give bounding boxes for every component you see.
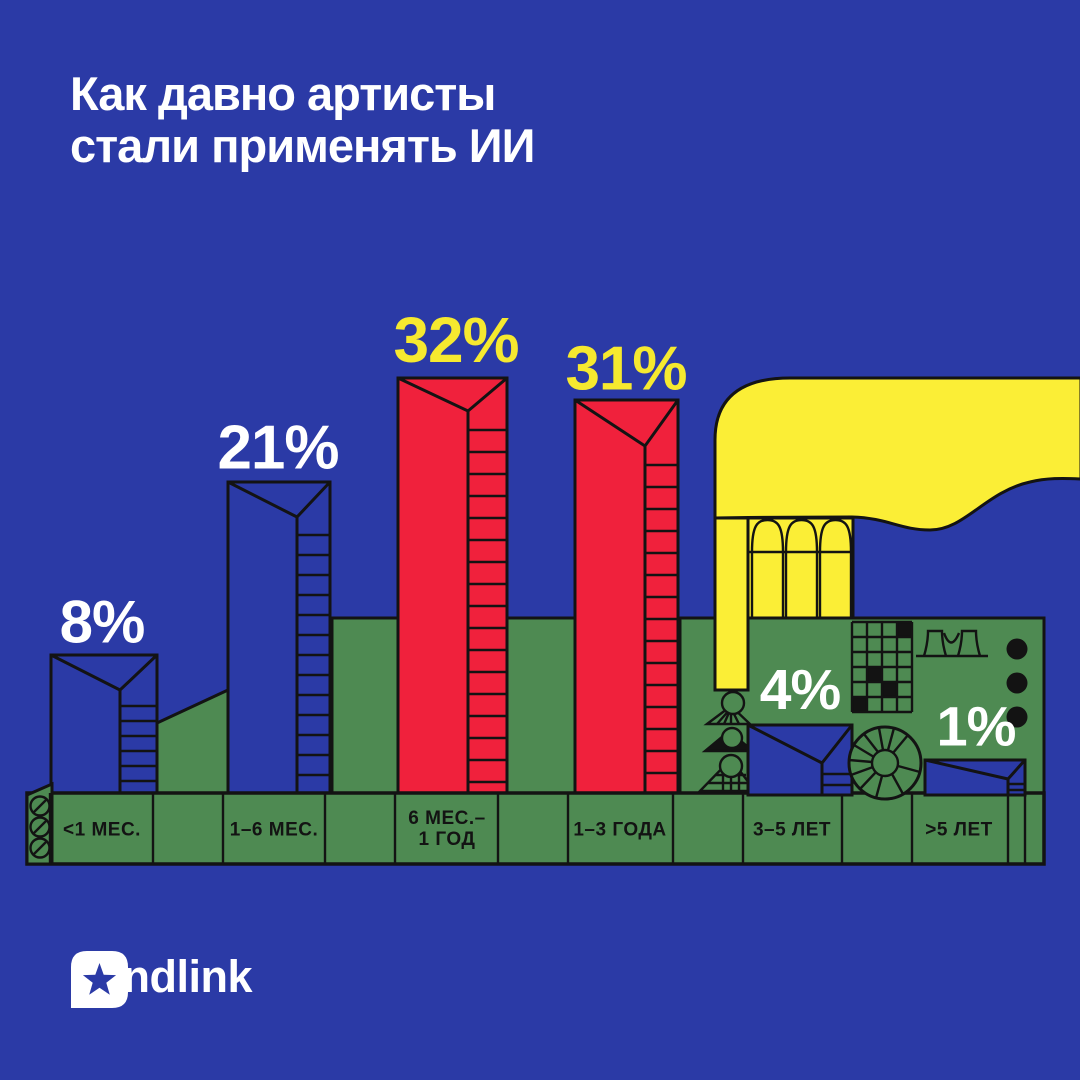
person-icon <box>697 753 758 793</box>
bar-lt1month-shape <box>49 653 159 795</box>
axis-strip <box>25 781 1046 866</box>
value-label-lt1month: 8% <box>59 588 146 656</box>
axis-label-1-3years: 1–3 ГОДА <box>573 819 667 841</box>
bar-gt5years-shape <box>923 758 1027 797</box>
title-line-1: Как давно артисты <box>70 67 496 120</box>
brand-logo: bandlink <box>71 951 253 1008</box>
value-label-gt5years: 1% <box>936 694 1017 758</box>
people-icons <box>697 690 758 793</box>
person-icon <box>701 726 757 753</box>
no-symbol-icons <box>29 795 51 859</box>
yellow-piano-shape <box>713 376 1080 692</box>
bar-3-5years-shape <box>746 723 854 797</box>
dots-icon <box>1006 638 1028 728</box>
page-title: Как давно артисты стали применять ИИ <box>70 67 535 172</box>
axis-label-6-12months: 6 МЕС.– 1 ГОД <box>408 808 486 850</box>
bar-1-6months-shape <box>226 480 332 795</box>
value-label-3-5years: 4% <box>759 658 841 722</box>
star-icon <box>71 951 128 1008</box>
shingle-block-left <box>330 616 400 795</box>
bar-1-3years-shape <box>573 398 680 795</box>
crossword-grid-icon <box>850 620 914 714</box>
axis-label-3-5years: 3–5 ЛЕТ <box>752 819 832 841</box>
bar-6-12months-shape <box>396 376 509 795</box>
axis-label-gt5years: >5 ЛЕТ <box>925 819 993 841</box>
axis-label-1-6months: 1–6 МЕС. <box>229 819 319 841</box>
value-label-1-3years: 31% <box>565 334 687 404</box>
value-label-1-6months: 21% <box>217 413 339 483</box>
shingle-block-right <box>505 616 579 795</box>
arcade-arches-icon <box>746 516 855 620</box>
bridge-icon <box>916 629 988 658</box>
value-label-6-12months: 32% <box>393 304 519 376</box>
person-icon <box>703 690 754 726</box>
piano-leg <box>713 516 750 692</box>
cd-wheel-icon <box>847 725 923 801</box>
axis-label-lt1month: <1 МЕС. <box>63 819 141 841</box>
title-line-2: стали применять ИИ <box>70 119 535 172</box>
